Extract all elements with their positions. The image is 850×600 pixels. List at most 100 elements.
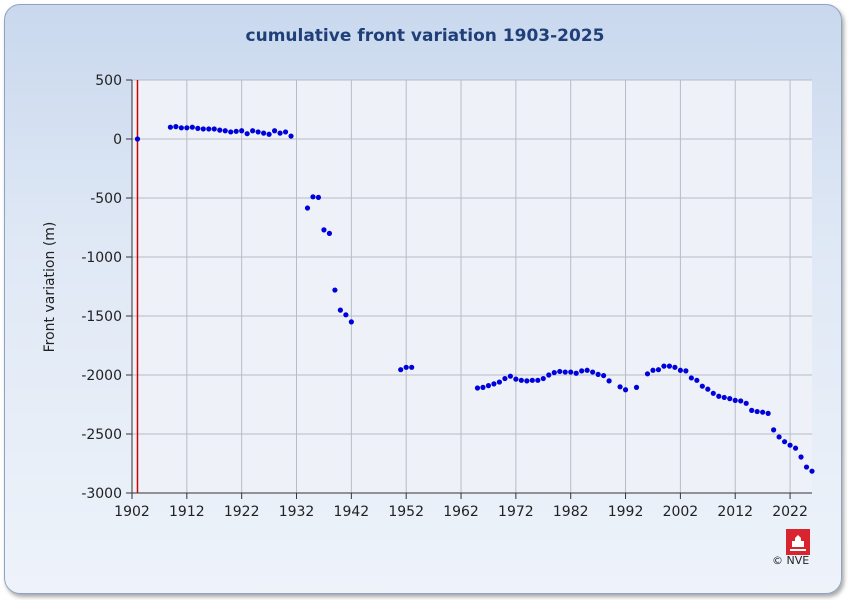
x-tick-label: 1972 [498, 504, 534, 520]
data-point [507, 373, 513, 379]
copyright-credit: © NVE [772, 554, 810, 567]
data-point [480, 384, 486, 390]
data-point [348, 319, 354, 325]
nve-logo-icon [786, 529, 810, 555]
data-point [650, 367, 656, 373]
data-point [557, 368, 563, 375]
data-point [683, 368, 689, 374]
y-tick-label: -3000 [81, 486, 122, 502]
data-point [727, 396, 733, 402]
data-point [167, 124, 173, 130]
data-point [529, 377, 535, 383]
data-point [206, 126, 212, 132]
data-point [716, 393, 722, 399]
data-point [403, 364, 409, 370]
data-point [337, 307, 343, 313]
data-point [271, 128, 278, 134]
plot-background [132, 80, 812, 493]
data-point [798, 454, 804, 460]
data-point [502, 375, 508, 382]
data-point [189, 124, 195, 130]
y-tick-label: 0 [113, 132, 122, 148]
data-point [195, 125, 201, 131]
data-point [496, 379, 503, 385]
data-point [228, 129, 234, 135]
data-point [474, 385, 481, 391]
data-point [677, 367, 683, 373]
data-point [255, 129, 261, 135]
data-point [710, 390, 716, 396]
data-point [282, 129, 289, 135]
data-point [584, 367, 590, 373]
data-point [792, 445, 799, 451]
data-point [409, 364, 415, 370]
data-point [590, 369, 596, 375]
data-point [738, 398, 744, 404]
data-point [200, 126, 206, 132]
data-point [705, 386, 711, 392]
data-point [239, 128, 245, 134]
data-point [655, 367, 662, 373]
data-point [266, 131, 272, 137]
data-point [754, 408, 760, 415]
data-point [261, 130, 267, 136]
data-point [633, 384, 640, 390]
data-point [277, 130, 283, 136]
data-point [551, 370, 557, 376]
data-point [688, 375, 694, 381]
data-point [809, 468, 815, 474]
data-point [310, 194, 316, 200]
y-tick-label: -2500 [81, 427, 122, 443]
data-point [250, 128, 256, 134]
x-tick-label: 1912 [169, 504, 205, 520]
data-point [803, 464, 810, 470]
data-point [672, 364, 678, 370]
data-point [622, 387, 629, 393]
data-point [332, 287, 338, 293]
data-point [288, 133, 294, 139]
data-point [343, 312, 349, 318]
data-point [617, 384, 623, 390]
data-point [601, 372, 607, 379]
x-tick-label: 1942 [334, 504, 370, 520]
y-tick-label: -2000 [81, 368, 122, 384]
data-point [781, 439, 788, 445]
data-point [326, 230, 333, 236]
data-point [787, 442, 793, 448]
data-point [233, 128, 239, 134]
data-point [661, 363, 667, 369]
data-point [699, 383, 705, 389]
y-tick-label: -1500 [81, 309, 122, 325]
x-tick-label: 1992 [608, 504, 644, 520]
data-point [579, 368, 585, 374]
x-tick-label: 1922 [224, 504, 260, 520]
data-point [222, 128, 228, 134]
data-point [606, 378, 612, 384]
data-point [518, 377, 524, 383]
data-point [721, 394, 727, 401]
y-tick-label: 500 [95, 73, 122, 89]
x-tick-label: 2002 [663, 504, 699, 520]
data-point [666, 363, 673, 369]
x-tick-label: 2022 [772, 504, 808, 520]
chart-title: cumulative front variation 1903-2025 [245, 26, 605, 46]
data-point [184, 125, 190, 131]
x-tick-label: 1982 [553, 504, 589, 520]
data-point [694, 377, 700, 383]
y-tick-label: -500 [90, 191, 122, 207]
data-point [573, 370, 579, 376]
data-point [524, 378, 530, 384]
data-point [644, 371, 651, 377]
x-tick-label: 1952 [388, 504, 424, 520]
data-point [513, 376, 519, 382]
data-point [173, 124, 179, 130]
data-point [485, 383, 492, 389]
data-point [776, 434, 782, 440]
data-point [244, 131, 250, 137]
data-point [546, 372, 552, 378]
data-point [568, 369, 574, 375]
data-point [211, 126, 217, 132]
data-point [562, 369, 568, 375]
x-tick-label: 1932 [279, 504, 315, 520]
data-point [134, 136, 141, 142]
